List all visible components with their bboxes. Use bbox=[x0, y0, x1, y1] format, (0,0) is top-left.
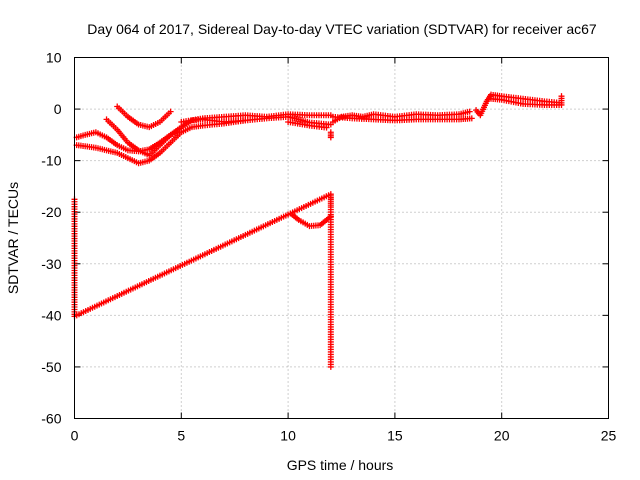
y-tick-label: 10 bbox=[46, 50, 62, 66]
y-tick-label: -30 bbox=[41, 256, 61, 272]
y-tick-label: -20 bbox=[41, 204, 61, 220]
data-point bbox=[558, 101, 565, 108]
data-point bbox=[323, 124, 330, 131]
data-point bbox=[167, 108, 174, 115]
data-point bbox=[327, 129, 334, 136]
x-tick-label: 15 bbox=[387, 428, 403, 444]
data-point bbox=[466, 108, 473, 115]
data-point bbox=[327, 363, 334, 370]
data-point bbox=[558, 93, 565, 100]
x-tick-label: 0 bbox=[71, 428, 79, 444]
x-tick-label: 10 bbox=[280, 428, 296, 444]
data-point bbox=[468, 115, 475, 122]
chart-title: Day 064 of 2017, Sidereal Day-to-day VTE… bbox=[87, 21, 597, 37]
series-track-g bbox=[327, 129, 334, 141]
y-axis-label: SDTVAR / TECUs bbox=[5, 182, 21, 294]
series-track-c bbox=[114, 103, 174, 131]
series-track-b bbox=[73, 117, 249, 167]
y-tick-label: -50 bbox=[41, 359, 61, 375]
plot-frame bbox=[74, 57, 609, 419]
series-track-j bbox=[329, 113, 475, 124]
y-tick-label: -40 bbox=[41, 307, 61, 323]
x-tick-label: 25 bbox=[601, 428, 617, 444]
series-track-e bbox=[178, 111, 334, 125]
y-tick-label: -10 bbox=[41, 153, 61, 169]
y-tick-label: -60 bbox=[41, 411, 61, 427]
series-track-f bbox=[285, 118, 330, 131]
x-axis-label: GPS time / hours bbox=[287, 457, 394, 473]
x-tick-label: 5 bbox=[177, 428, 185, 444]
x-tick-label: 20 bbox=[494, 428, 510, 444]
y-tick-label: 0 bbox=[54, 101, 62, 117]
tick-labels: 0 5 10 15 20 25 10 0 -10 -20 -30 -40 -50 -60 bbox=[41, 50, 616, 444]
series-track-l bbox=[488, 95, 565, 108]
